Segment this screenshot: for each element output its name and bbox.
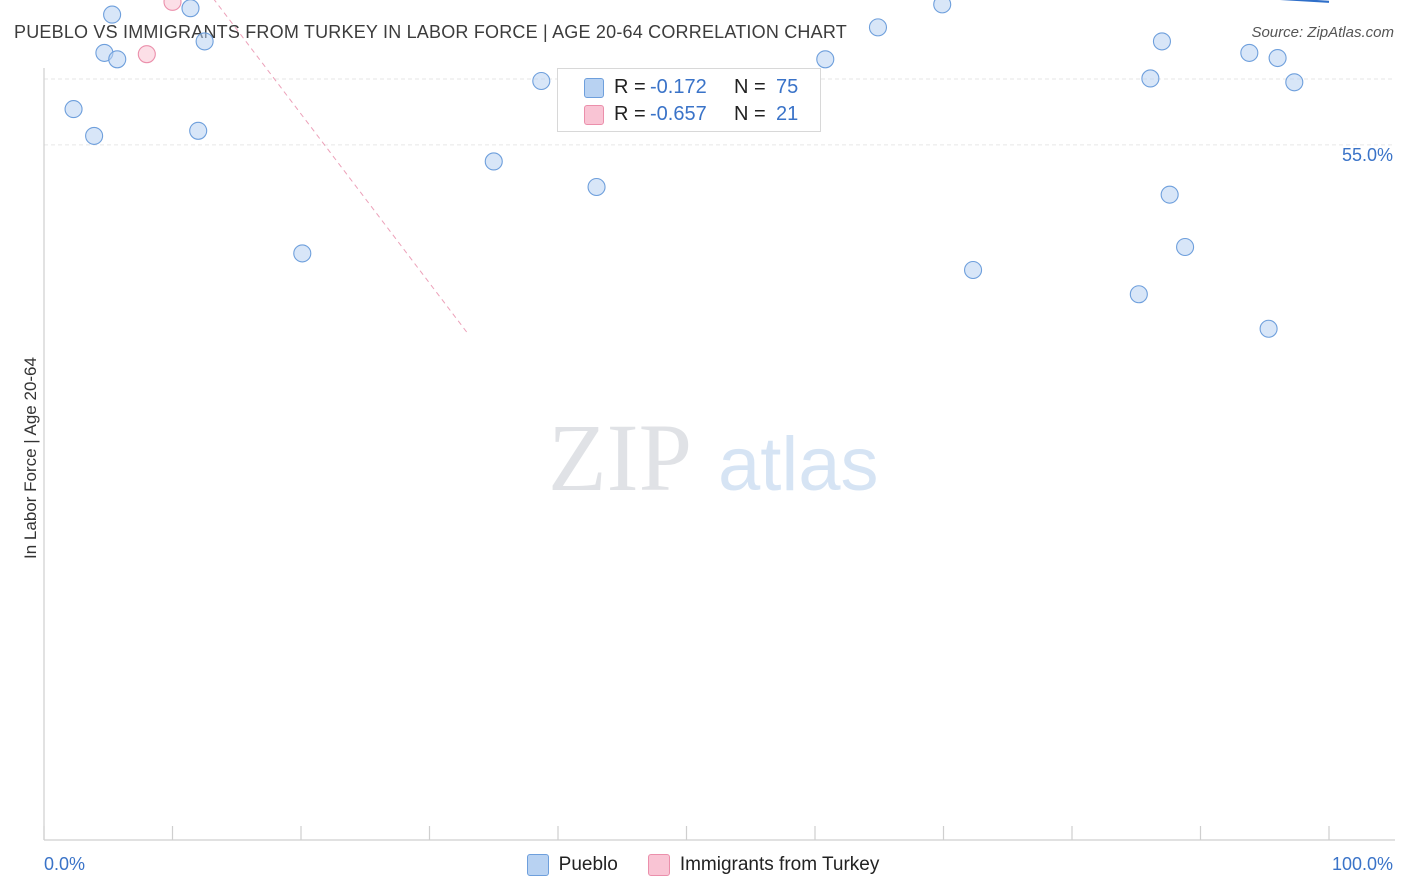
pueblo-point [1160, 185, 1179, 204]
n-value: 75 [776, 76, 799, 98]
legend-label: Pueblo [558, 854, 618, 875]
turkey-point [163, 0, 182, 11]
pueblo-point [1285, 73, 1304, 92]
pueblo-point [189, 121, 208, 140]
pueblo-point [195, 32, 214, 51]
watermark-zip: ZIP [548, 404, 692, 511]
axes [43, 68, 1395, 841]
x-tick-label-max: 100.0% [1332, 854, 1393, 874]
r-label: R = [614, 76, 646, 98]
x-tick-label-min: 0.0% [44, 854, 85, 874]
pueblo-point [933, 0, 952, 14]
stats-row-pueblo: R = -0.172 N = 75 [558, 74, 820, 100]
pueblo-point [64, 100, 83, 119]
pueblo-point [1152, 32, 1171, 51]
pueblo-trend-line [1279, 0, 1330, 3]
pueblo-point [1259, 319, 1278, 338]
legend-label: Immigrants from Turkey [679, 854, 880, 875]
data-points [64, 0, 1304, 338]
turkey-point [137, 45, 156, 64]
pueblo-point [868, 18, 888, 37]
pueblo-point [587, 177, 606, 197]
tick-labels: 0.0% 100.0% 55.0%70.0%85.0%100.0% [44, 145, 1393, 874]
pueblo-point [532, 71, 551, 91]
pueblo-point [293, 244, 312, 263]
pueblo-point [108, 50, 127, 69]
chart-title: PUEBLO VS IMMIGRANTS FROM TURKEY IN LABO… [14, 22, 847, 42]
r-value: -0.172 [650, 76, 707, 98]
pueblo-point [1141, 69, 1160, 88]
pueblo-point [181, 0, 200, 18]
r-label: R = [614, 103, 646, 125]
legend-item-pueblo[interactable]: Pueblo [526, 852, 618, 878]
pueblo-swatch [584, 78, 604, 98]
pueblo-swatch [526, 854, 549, 876]
n-label: N = [734, 76, 766, 98]
source-label: Source: ZipAtlas.com [1251, 24, 1394, 41]
pueblo-point [1240, 43, 1259, 62]
y-tick-label: 55.0% [1342, 145, 1393, 165]
pueblo-point [85, 126, 104, 145]
stats-row-turkey: R = -0.657 N = 21 [558, 101, 820, 127]
n-label: N = [734, 103, 766, 125]
legend: Pueblo Immigrants from Turkey [0, 852, 1406, 878]
legend-item-turkey[interactable]: Immigrants from Turkey [647, 852, 880, 878]
pueblo-point [484, 152, 503, 171]
pueblo-point [103, 5, 122, 24]
n-value: 21 [776, 103, 799, 125]
stats-box: R = -0.172 N = 75 R = -0.657 N = 21 [557, 68, 821, 132]
pueblo-point [1129, 285, 1148, 304]
y-axis-label: In Labor Force | Age 20-64 [21, 357, 40, 559]
watermark: ZIP atlas [548, 404, 879, 511]
turkey-swatch [647, 854, 670, 876]
turkey-trend-extension [213, 0, 469, 335]
pueblo-point [1176, 237, 1195, 257]
r-value: -0.657 [650, 103, 707, 125]
pueblo-point [964, 260, 983, 280]
pueblo-point [816, 50, 835, 69]
turkey-swatch [584, 105, 604, 125]
pueblo-point [1268, 48, 1287, 68]
trend-lines [213, 0, 1330, 335]
watermark-atlas: atlas [718, 422, 879, 507]
